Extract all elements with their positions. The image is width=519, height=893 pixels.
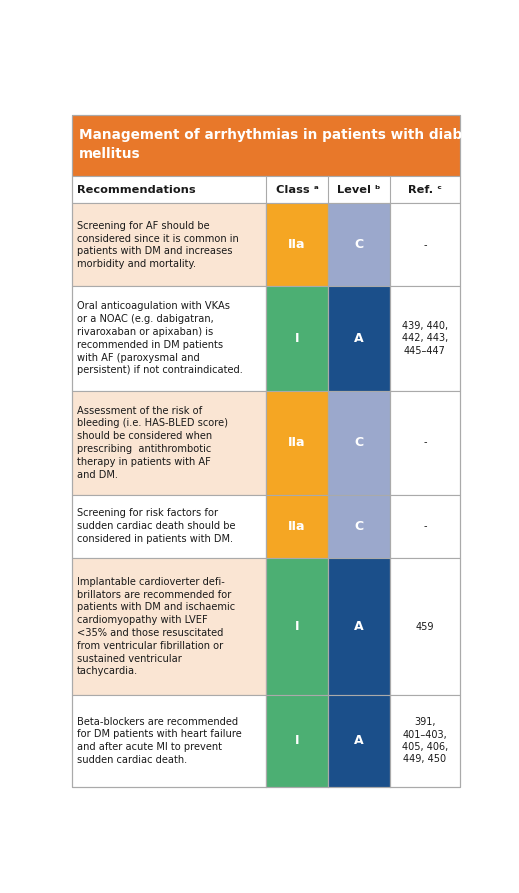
- Bar: [72, 176, 460, 204]
- Bar: [72, 204, 266, 287]
- Text: Implantable cardioverter defi-
brillators are recommended for
patients with DM a: Implantable cardioverter defi- brillator…: [77, 577, 235, 676]
- Text: A: A: [354, 620, 364, 633]
- Text: I: I: [295, 734, 299, 747]
- Bar: [72, 558, 266, 695]
- Text: Screening for risk factors for
sudden cardiac death should be
considered in pati: Screening for risk factors for sudden ca…: [77, 508, 235, 544]
- Text: IIa: IIa: [288, 238, 306, 252]
- Text: IIa: IIa: [288, 436, 306, 449]
- Bar: [72, 287, 266, 390]
- Text: C: C: [354, 520, 364, 533]
- Text: IIa: IIa: [288, 520, 306, 533]
- Bar: [328, 204, 390, 287]
- Text: Screening for AF should be
considered since it is common in
patients with DM and: Screening for AF should be considered si…: [77, 221, 239, 269]
- Text: Oral anticoagulation with VKAs
or a NOAC (e.g. dabigatran,
rivaroxaban or apixab: Oral anticoagulation with VKAs or a NOAC…: [77, 302, 243, 375]
- Bar: [266, 287, 328, 390]
- Text: 391,
401–403,
405, 406,
449, 450: 391, 401–403, 405, 406, 449, 450: [402, 717, 448, 764]
- Text: Management of arrhythmias in patients with diabetes
mellitus: Management of arrhythmias in patients wi…: [79, 129, 496, 161]
- Bar: [328, 695, 390, 787]
- Bar: [328, 495, 390, 558]
- Text: Recommendations: Recommendations: [77, 185, 195, 195]
- Bar: [266, 390, 328, 495]
- Text: 459: 459: [416, 622, 434, 631]
- Text: Beta-blockers are recommended
for DM patients with heart failure
and after acute: Beta-blockers are recommended for DM pat…: [77, 716, 241, 765]
- Bar: [72, 495, 266, 558]
- Bar: [390, 287, 460, 390]
- Bar: [72, 390, 266, 495]
- Bar: [328, 287, 390, 390]
- Text: I: I: [295, 332, 299, 345]
- Bar: [266, 558, 328, 695]
- Text: Level ᵇ: Level ᵇ: [337, 185, 381, 195]
- Text: A: A: [354, 734, 364, 747]
- Text: C: C: [354, 436, 364, 449]
- Bar: [390, 495, 460, 558]
- Bar: [72, 695, 266, 787]
- Text: -: -: [423, 522, 427, 531]
- Bar: [390, 204, 460, 287]
- Bar: [328, 390, 390, 495]
- Bar: [72, 115, 460, 176]
- Text: Class ᵃ: Class ᵃ: [276, 185, 319, 195]
- Bar: [390, 390, 460, 495]
- Text: Ref. ᶜ: Ref. ᶜ: [408, 185, 442, 195]
- Bar: [390, 695, 460, 787]
- Text: Assessment of the risk of
bleeding (i.e. HAS-BLED score)
should be considered wh: Assessment of the risk of bleeding (i.e.…: [77, 405, 228, 480]
- Text: 439, 440,
442, 443,
445–447: 439, 440, 442, 443, 445–447: [402, 321, 448, 356]
- Text: A: A: [354, 332, 364, 345]
- Bar: [328, 558, 390, 695]
- Text: I: I: [295, 620, 299, 633]
- Bar: [390, 558, 460, 695]
- Text: -: -: [423, 240, 427, 250]
- Bar: [266, 695, 328, 787]
- Bar: [266, 204, 328, 287]
- Bar: [266, 495, 328, 558]
- Text: C: C: [354, 238, 364, 252]
- Text: -: -: [423, 438, 427, 447]
